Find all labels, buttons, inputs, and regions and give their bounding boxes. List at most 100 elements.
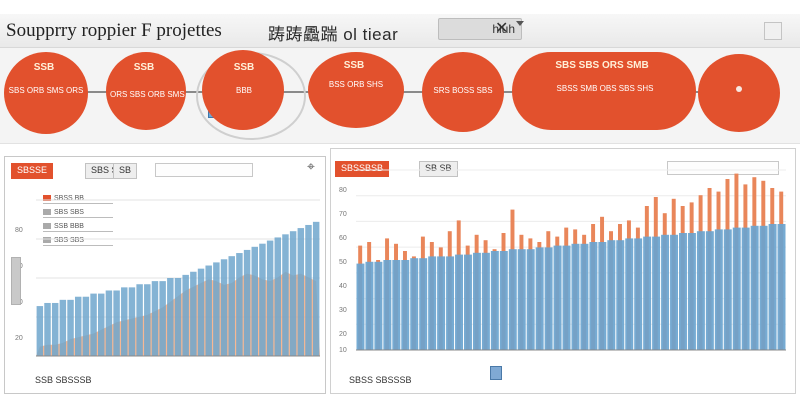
process-node-1[interactable]: [4, 52, 88, 134]
bar: [259, 243, 266, 356]
bar: [759, 225, 768, 350]
y-tick-label: 20: [339, 331, 347, 338]
close-icon[interactable]: ✕: [495, 20, 509, 37]
panel-footer: SBSS SBSSSB: [349, 375, 412, 385]
bar: [236, 253, 243, 356]
bar: [687, 233, 696, 350]
bar: [90, 293, 97, 356]
bar: [553, 245, 562, 350]
panel-footer: SSB SBSSSB: [35, 375, 92, 385]
bar: [661, 234, 670, 350]
process-node-6[interactable]: [512, 52, 696, 130]
node-sublabel: BSS ORB SHS: [328, 80, 384, 89]
window-control-button[interactable]: [764, 22, 782, 40]
bar: [616, 240, 625, 350]
node-label: SSB: [233, 62, 255, 73]
bar: [696, 231, 705, 350]
bar: [732, 227, 741, 350]
bar: [607, 240, 616, 350]
bar: [274, 237, 282, 356]
bar: [59, 299, 67, 356]
bar: [266, 240, 274, 356]
tab-secondary[interactable]: SB SB: [419, 161, 458, 177]
y-tick-label: 80: [339, 187, 347, 194]
bar: [251, 246, 258, 356]
document-tab[interactable]: hiuh: [438, 18, 522, 40]
process-node-2[interactable]: [106, 52, 186, 130]
tab-extra[interactable]: SB: [113, 163, 138, 179]
filter-field[interactable]: [155, 163, 253, 177]
search-field[interactable]: [667, 161, 779, 175]
bar: [392, 260, 401, 350]
bar: [128, 287, 136, 356]
bar: [365, 261, 374, 350]
bar: [625, 238, 634, 350]
app-title: Soupprry roppier F projettes: [6, 20, 222, 41]
bar: [562, 245, 571, 350]
legend-item: SSB BBB: [43, 223, 113, 232]
bar: [220, 259, 228, 356]
y-tick-label: 70: [339, 211, 347, 218]
y-tick-label: 20: [15, 335, 23, 342]
bar: [679, 233, 687, 350]
bar: [190, 271, 197, 356]
y-tick-label: 50: [339, 259, 347, 266]
bar: [535, 247, 544, 350]
scrollbar-thumb[interactable]: [11, 257, 21, 305]
bar: [282, 234, 289, 356]
legend-item: SBS SBS: [43, 237, 113, 246]
bar: [705, 231, 714, 350]
bar: [159, 281, 166, 356]
bar: [289, 231, 297, 356]
bar: [174, 278, 182, 356]
grip-icon[interactable]: [490, 366, 502, 380]
node-label: SSB: [133, 62, 155, 73]
bar: [446, 256, 455, 350]
bar: [437, 256, 446, 350]
bar: [51, 302, 59, 356]
process-node-5[interactable]: [422, 52, 504, 132]
bar: [723, 229, 732, 350]
cursor-icon: ⌖: [307, 158, 315, 174]
node-label: SBS SBS ORS SMB: [555, 60, 649, 71]
bar: [634, 238, 643, 350]
bar: [670, 234, 678, 350]
node-label: SSB: [343, 60, 365, 71]
y-tick-label: 10: [339, 347, 347, 354]
bar: [356, 263, 365, 350]
process-node-4[interactable]: [308, 52, 404, 128]
bar: [167, 278, 174, 356]
node-dot-icon: [736, 86, 742, 92]
bar: [243, 249, 251, 356]
bar: [228, 256, 235, 356]
process-node-3[interactable]: [202, 50, 284, 130]
bar: [305, 224, 312, 356]
process-node-7[interactable]: [698, 54, 780, 132]
bar: [312, 221, 320, 356]
bar: [571, 243, 580, 350]
bar: [197, 268, 205, 356]
y-tick-label: 30: [339, 307, 347, 314]
bar: [44, 302, 51, 356]
bar: [374, 261, 383, 350]
bar: [508, 249, 517, 350]
bar: [74, 296, 82, 356]
tab-overview[interactable]: SBSSE: [11, 163, 54, 179]
bar: [151, 281, 159, 356]
tab-primary[interactable]: SBSSBSB: [335, 161, 390, 177]
legend-item: SBS SBS: [43, 209, 113, 218]
y-tick-label: 60: [339, 235, 347, 242]
bar: [98, 293, 105, 356]
title-bar: Soupprry roppier F projettes 踌踌飍踹 ol tie…: [0, 14, 800, 48]
y-tick-label: 80: [15, 227, 23, 234]
chevron-down-icon[interactable]: [516, 21, 524, 26]
bar: [113, 290, 120, 356]
bar: [777, 224, 786, 350]
bar: [490, 251, 499, 350]
bar: [419, 258, 428, 350]
bar: [205, 265, 212, 356]
bar: [383, 260, 392, 350]
bar: [464, 254, 472, 350]
